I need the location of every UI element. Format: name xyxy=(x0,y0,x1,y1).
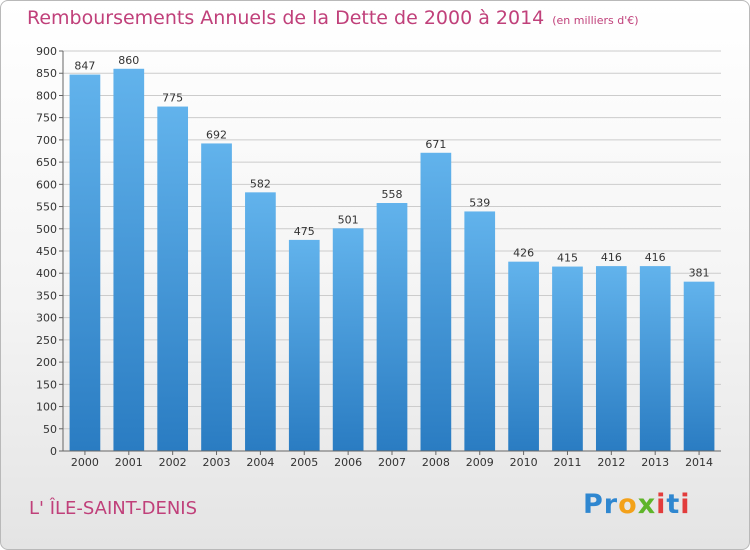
value-label: 415 xyxy=(557,252,578,265)
logo-letter: r xyxy=(603,489,619,520)
y-tick-label: 500 xyxy=(36,223,57,236)
y-tick-label: 250 xyxy=(36,334,57,347)
bar xyxy=(420,152,452,451)
x-tick-label: 2006 xyxy=(334,456,362,469)
bar xyxy=(595,266,627,451)
logo-letter: P xyxy=(583,489,604,520)
y-tick-label: 450 xyxy=(36,245,57,258)
bar xyxy=(245,192,276,452)
bars xyxy=(69,68,715,452)
value-label: 381 xyxy=(689,267,710,280)
x-tick-label: 2004 xyxy=(246,456,274,469)
chart-subtitle: (en milliers d'€) xyxy=(552,14,639,27)
bar xyxy=(639,266,671,451)
value-label: 847 xyxy=(74,60,95,73)
x-tick-label: 2001 xyxy=(115,456,143,469)
bar xyxy=(683,281,715,451)
y-tick-label: 300 xyxy=(36,312,57,325)
x-tick-label: 2009 xyxy=(466,456,494,469)
y-tick-label: 850 xyxy=(36,67,57,80)
bar xyxy=(113,68,145,452)
y-tick-label: 100 xyxy=(36,401,57,414)
value-label: 416 xyxy=(601,251,622,264)
x-tick-label: 2010 xyxy=(510,456,538,469)
x-tick-label: 2011 xyxy=(553,456,581,469)
y-tick-label: 50 xyxy=(43,423,57,436)
y-tick-label: 600 xyxy=(36,178,57,191)
logo-letter: o xyxy=(618,489,638,520)
y-tick-label: 150 xyxy=(36,378,57,391)
commune-name: L' ÎLE-SAINT-DENIS xyxy=(29,498,198,519)
y-tick-label: 550 xyxy=(36,201,57,214)
value-label: 558 xyxy=(382,188,403,201)
y-tick-label: 650 xyxy=(36,156,57,169)
logo-letter: t xyxy=(666,489,681,520)
value-label: 475 xyxy=(294,225,315,238)
x-tick-label: 2005 xyxy=(290,456,318,469)
bar xyxy=(201,143,232,451)
value-label: 582 xyxy=(250,177,271,190)
x-tick-label: 2014 xyxy=(685,456,713,469)
logo-letter: x xyxy=(637,489,657,520)
y-tick-label: 700 xyxy=(36,134,57,147)
y-tick-label: 400 xyxy=(36,267,57,280)
value-label: 860 xyxy=(118,54,139,67)
value-label: 671 xyxy=(425,138,446,151)
bar xyxy=(464,211,496,451)
y-tick-label: 200 xyxy=(36,356,57,369)
bar xyxy=(552,266,583,451)
x-tick-label: 2002 xyxy=(159,456,187,469)
bar xyxy=(376,203,408,451)
proxiti-logo: Proxiti xyxy=(583,489,691,520)
bar xyxy=(69,74,101,452)
bar xyxy=(508,261,539,451)
chart-title: Remboursements Annuels de la Dette de 20… xyxy=(27,7,545,29)
value-label: 539 xyxy=(469,196,490,209)
y-tick-label: 800 xyxy=(36,89,57,102)
value-label: 416 xyxy=(645,251,666,264)
x-tick-label: 2012 xyxy=(597,456,625,469)
y-tick-label: 900 xyxy=(36,45,57,58)
bar xyxy=(332,228,364,451)
axes: 0 50 100 150 200 250 300 350 400 450 500 550 600 650 7… xyxy=(36,45,721,458)
logo-letter: i xyxy=(656,489,667,520)
bar xyxy=(157,106,189,452)
x-tick-label: 2000 xyxy=(71,456,99,469)
x-tick-label: 2008 xyxy=(422,456,450,469)
x-tick-label: 2007 xyxy=(378,456,406,469)
y-tick-label: 0 xyxy=(50,445,57,458)
labels: 847 2000 860 2001 775 2002 692 2003 582 2004 475 20… xyxy=(71,54,713,469)
logo-letter: i xyxy=(680,489,691,520)
chart-title-line: Remboursements Annuels de la Dette de 20… xyxy=(27,7,639,29)
y-tick-label: 350 xyxy=(36,289,57,302)
value-label: 692 xyxy=(206,128,227,141)
y-tick-label: 750 xyxy=(36,112,57,125)
value-label: 426 xyxy=(513,247,534,260)
value-label: 501 xyxy=(338,213,359,226)
x-tick-label: 2013 xyxy=(641,456,669,469)
value-label: 775 xyxy=(162,92,183,105)
bar xyxy=(288,239,320,451)
x-tick-label: 2003 xyxy=(203,456,231,469)
